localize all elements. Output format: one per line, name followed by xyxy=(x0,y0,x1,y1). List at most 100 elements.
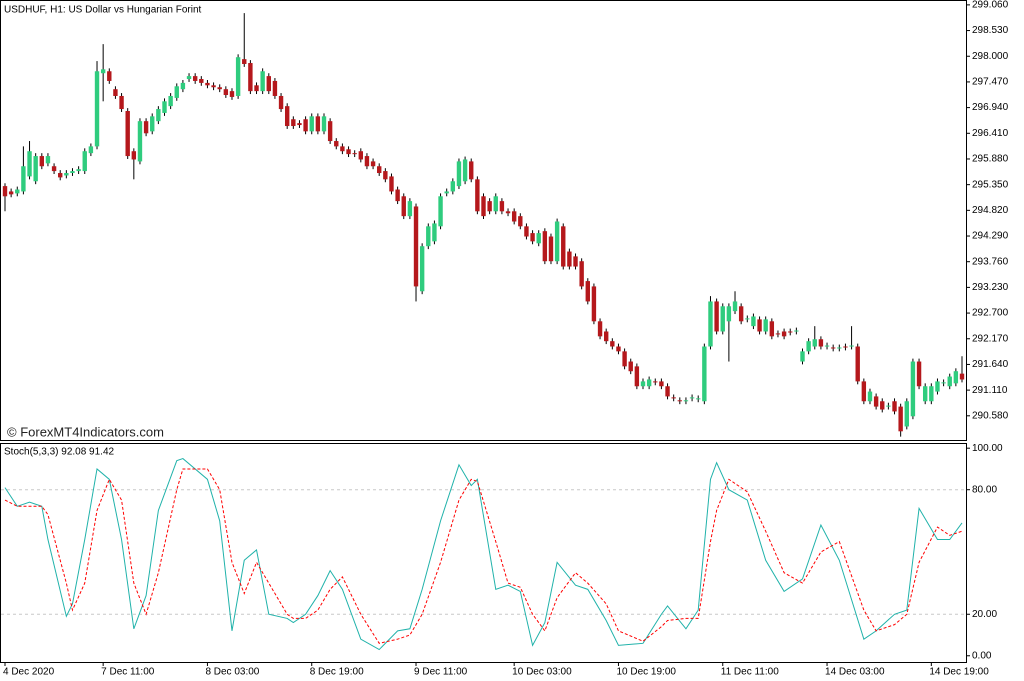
candle-body xyxy=(499,201,505,212)
candle-body xyxy=(407,201,413,217)
candle-body xyxy=(646,379,652,387)
candle-body xyxy=(426,226,431,247)
candle-body xyxy=(702,346,707,402)
y-tick-label: 80.00 xyxy=(972,484,997,495)
candle-body xyxy=(855,346,860,382)
candle-body xyxy=(168,95,173,107)
y-tick-label: 294.290 xyxy=(972,231,1009,242)
candle-body xyxy=(94,71,100,147)
candle-body xyxy=(677,400,683,402)
candle-body xyxy=(248,63,253,92)
y-tick-label: 291.110 xyxy=(972,385,1008,396)
candle-body xyxy=(21,166,26,192)
candle-body xyxy=(315,116,321,132)
candle-body xyxy=(76,169,81,172)
candle-body xyxy=(242,59,247,64)
candle-body xyxy=(922,386,928,402)
candle-body xyxy=(665,386,670,397)
y-tick-label: 292.700 xyxy=(972,308,1009,319)
candle-body xyxy=(444,191,449,194)
candle-body xyxy=(683,400,689,402)
x-tick-label: 10 Dec 19:00 xyxy=(616,667,676,678)
candle-body xyxy=(327,121,333,142)
candle-body xyxy=(567,251,572,267)
y-tick-label: 20.00 xyxy=(972,609,997,620)
candle-body xyxy=(892,401,897,412)
y-tick-label: 299.060 xyxy=(972,0,1009,11)
candle-body xyxy=(266,76,271,92)
candle-body xyxy=(886,405,891,407)
candle-body xyxy=(2,186,8,197)
candle-body xyxy=(64,173,69,176)
candle-body xyxy=(303,119,308,132)
x-tick-label: 8 Dec 03:00 xyxy=(205,667,259,678)
candle-body xyxy=(383,171,388,180)
candle-body xyxy=(278,95,284,110)
candle-body xyxy=(732,301,738,312)
x-tick-label: 9 Dec 11:00 xyxy=(414,667,468,678)
candle-body xyxy=(788,331,793,333)
candle-body xyxy=(487,201,492,212)
candle-body xyxy=(217,87,222,90)
candle-body xyxy=(33,156,38,182)
candle-body xyxy=(413,206,419,287)
candle-body xyxy=(254,85,259,92)
candle-body xyxy=(334,141,339,147)
candle-body xyxy=(916,361,922,387)
candle-body xyxy=(880,401,885,410)
candle-body xyxy=(726,306,732,322)
candle-body xyxy=(39,156,45,167)
candle-body xyxy=(837,347,842,349)
candle-body xyxy=(861,381,867,402)
candle-body xyxy=(419,246,425,292)
candle-body xyxy=(505,211,511,214)
candle-body xyxy=(720,306,725,332)
x-tick-label: 7 Dec 11:00 xyxy=(101,667,155,678)
candle-body xyxy=(143,121,149,134)
y-tick-label: 100.00 xyxy=(972,443,1003,454)
candle-body xyxy=(309,116,314,132)
candle-body xyxy=(953,371,959,384)
candle-body xyxy=(70,171,75,174)
candle-body xyxy=(561,226,566,267)
candle-body xyxy=(597,321,603,337)
candle-body xyxy=(223,89,229,96)
candle-body xyxy=(818,339,824,347)
chart-title: USDHUF, H1: US Dollar vs Hungarian Forin… xyxy=(4,5,202,16)
candle-body xyxy=(800,351,805,362)
candle-body xyxy=(769,321,775,337)
y-tick-label: 290.580 xyxy=(972,410,1009,421)
candle-body xyxy=(628,361,633,372)
candle-body xyxy=(174,86,179,98)
candle-body xyxy=(469,161,474,180)
candle-body xyxy=(456,161,462,187)
x-tick-label: 14 Dec 19:00 xyxy=(929,667,989,678)
candle-body xyxy=(462,159,468,182)
candle-body xyxy=(137,121,143,162)
candle-body xyxy=(904,401,909,427)
candle-body xyxy=(616,346,621,352)
candle-body xyxy=(119,95,124,110)
candle-body xyxy=(806,341,811,352)
y-tick-label: 296.410 xyxy=(972,128,1009,139)
candle-body xyxy=(180,82,186,90)
candle-body xyxy=(199,79,204,83)
candle-body xyxy=(205,82,210,86)
candle-body xyxy=(524,226,529,237)
candle-body xyxy=(714,301,719,332)
candle-body xyxy=(536,233,541,244)
candle-body xyxy=(450,181,456,192)
candle-body xyxy=(370,161,376,167)
candle-body xyxy=(377,166,382,174)
candle-body xyxy=(150,116,155,132)
candle-body xyxy=(898,406,903,432)
candle-body xyxy=(15,189,20,194)
candle-body xyxy=(689,397,695,399)
candle-body xyxy=(364,156,370,167)
candle-body xyxy=(107,71,112,81)
candle-body xyxy=(260,71,265,92)
candle-body xyxy=(162,101,167,113)
candle-body xyxy=(849,345,854,347)
y-tick-label: 298.000 xyxy=(972,51,1009,62)
